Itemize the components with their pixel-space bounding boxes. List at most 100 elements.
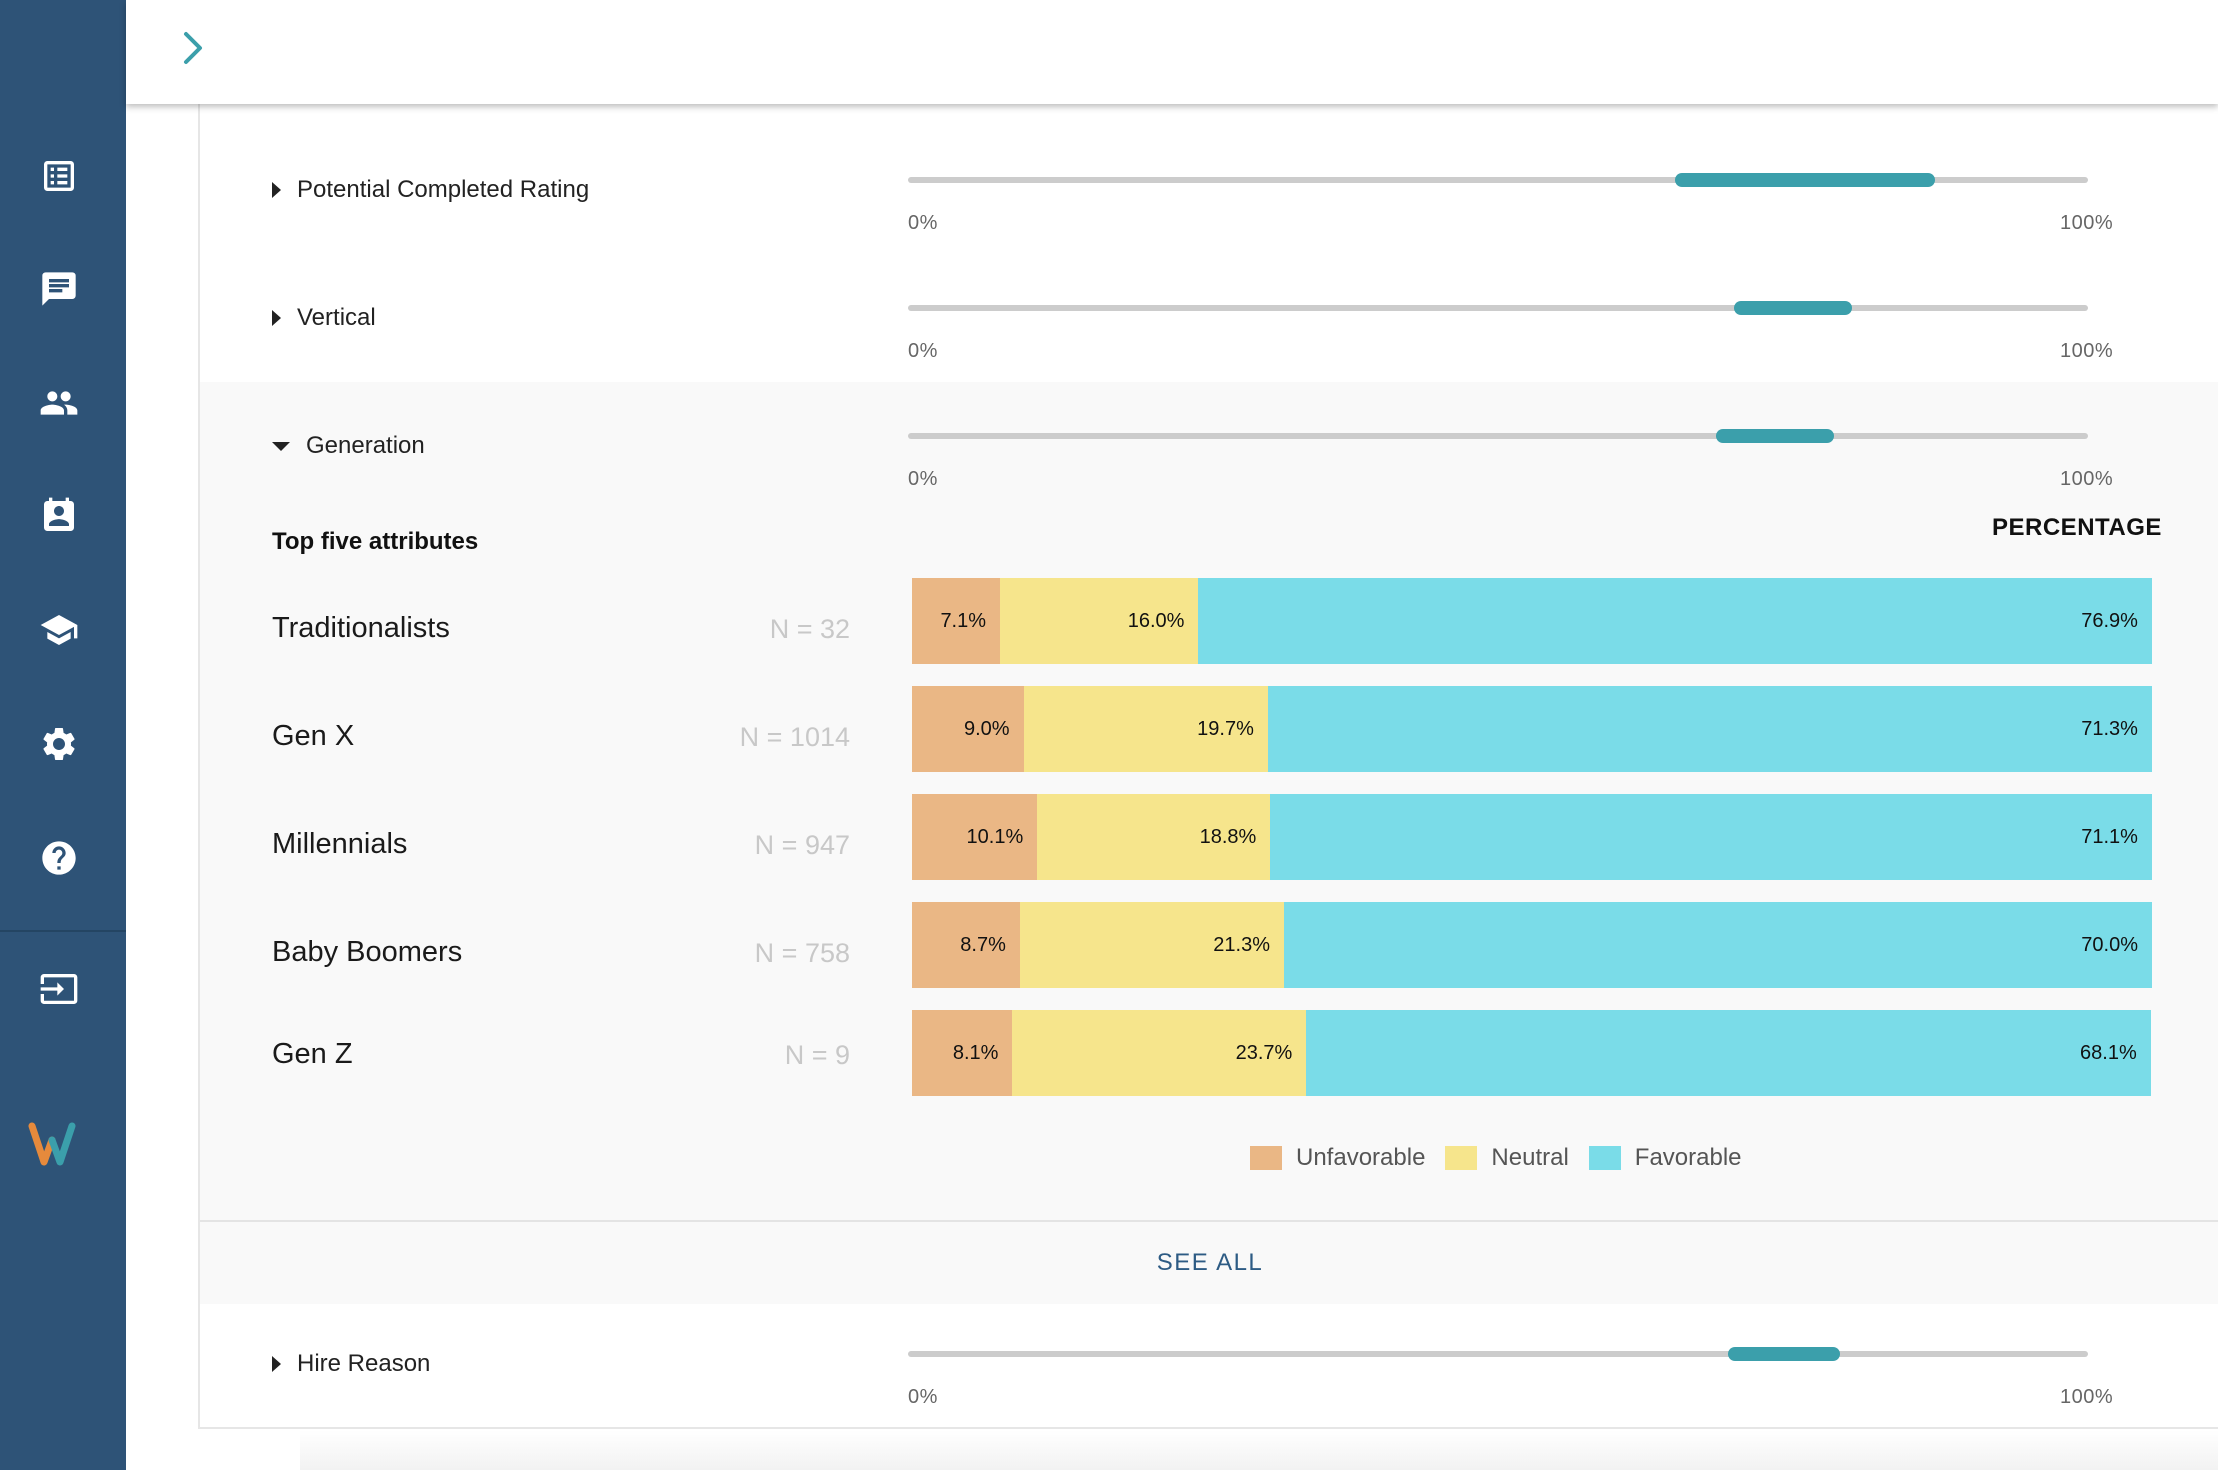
range-min-label: 0% [908,212,938,234]
data-label: 19.7% [1197,717,1254,740]
sidebar-divider [0,930,126,932]
bar-segment-favorable: 70.0% [1283,902,2152,988]
list-icon[interactable] [33,150,85,202]
range-max-label: 100% [2060,340,2114,362]
attribute-name: Traditionalists [272,612,450,644]
range-min-label: 0% [908,340,938,362]
top-bar [126,0,2218,104]
filter-label: Generation [306,432,425,459]
data-label: 21.3% [1213,933,1270,956]
stacked-bar: 8.1% 23.7% 68.1% [912,1010,2152,1096]
attribute-count: N = 32 [769,614,850,644]
chart-legend: Unfavorable Neutral Favorable [1250,1144,1762,1172]
see-all-row: SEE ALL [200,1220,2218,1304]
filter-potential-completed-rating[interactable]: Potential Completed Rating [272,176,589,204]
data-label: 10.1% [966,825,1024,848]
help-icon[interactable] [33,832,85,884]
range-max-label: 100% [2060,212,2114,234]
stacked-bar: 7.1% 16.0% 76.9% [912,578,2152,664]
bar-segment-favorable: 71.1% [1270,794,2152,880]
see-all-button[interactable]: SEE ALL [1156,1249,1264,1276]
data-label: 68.1% [2080,1041,2137,1064]
chevron-right-icon[interactable] [168,22,220,74]
range-fill[interactable] [1734,301,1852,315]
attribute-count: N = 1014 [739,722,850,752]
legend-label: Favorable [1634,1144,1742,1171]
filter-label: Potential Completed Rating [297,176,590,203]
sidebar [0,0,126,1470]
filter-label: Hire Reason [297,1350,431,1377]
data-label: 70.0% [2081,933,2138,956]
range-track [908,429,2088,443]
filter-label: Vertical [297,304,376,331]
filter-vertical[interactable]: Vertical [272,304,376,332]
data-label: 7.1% [940,609,987,632]
filters-card: Potential Completed Rating 0% 100% Verti… [198,104,2218,1429]
data-label: 76.9% [2081,609,2138,632]
legend-item-favorable: Favorable [1588,1144,1742,1172]
legend-label: Neutral [1491,1144,1569,1171]
filter-generation[interactable]: Generation [272,432,425,460]
range-min-label: 0% [908,468,938,490]
bar-segment-unfavorable: 8.7% [912,902,1020,988]
bar-segment-unfavorable: 8.1% [912,1010,1013,1096]
range-max-label: 100% [2060,1386,2114,1408]
bar-segment-favorable: 76.9% [1198,578,2152,664]
stacked-bar: 10.1% 18.8% 71.1% [912,794,2152,880]
data-label: 9.0% [964,717,1010,740]
attribute-name: Gen X [272,720,355,752]
bar-segment-unfavorable: 9.0% [912,686,1024,772]
brand-logo-icon[interactable] [28,1118,88,1170]
range-max-label: 100% [2060,468,2114,490]
bar-segment-neutral: 18.8% [1037,794,1271,880]
bar-segment-favorable: 71.3% [1267,686,2152,772]
people-icon[interactable] [33,377,85,429]
chat-icon[interactable] [33,263,85,315]
school-icon[interactable] [33,604,85,656]
bar-segment-neutral: 23.7% [1012,1010,1307,1096]
data-label: 71.1% [2081,825,2138,848]
range-fill[interactable] [1675,173,1935,187]
legend-swatch [1588,1146,1621,1170]
data-label: 23.7% [1235,1041,1293,1064]
range-track [908,301,2088,315]
attribute-name: Gen Z [272,1038,353,1070]
bar-segment-neutral: 21.3% [1019,902,1284,988]
bar-segment-neutral: 19.7% [1023,686,1268,772]
legend-swatch [1445,1146,1478,1170]
legend-label: Unfavorable [1296,1144,1426,1171]
logout-icon[interactable] [33,963,85,1015]
caret-right-icon [272,182,281,198]
data-label: 71.3% [2081,717,2138,740]
stacked-bar: 9.0% 19.7% 71.3% [912,686,2152,772]
data-label: 8.7% [960,933,1006,956]
attribute-count: N = 9 [784,1040,850,1070]
contact-card-icon[interactable] [33,490,85,542]
range-fill[interactable] [1716,429,1835,443]
caret-down-icon [272,441,290,451]
stacked-bar: 8.7% 21.3% 70.0% [912,902,2152,988]
gear-icon[interactable] [33,718,85,770]
top-five-heading: Top five attributes [272,528,479,555]
filter-hire-reason[interactable]: Hire Reason [272,1350,430,1378]
caret-right-icon [272,310,281,326]
attribute-count: N = 947 [754,830,850,860]
bar-segment-neutral: 16.0% [1000,578,1199,664]
bar-segment-unfavorable: 10.1% [912,794,1038,880]
data-label: 16.0% [1127,609,1185,632]
attribute-count: N = 758 [754,938,850,968]
percentage-heading: PERCENTAGE [1992,514,2162,541]
data-label: 8.1% [952,1041,999,1064]
legend-swatch [1250,1146,1282,1170]
bar-segment-unfavorable: 7.1% [912,578,1001,664]
range-min-label: 0% [908,1386,938,1408]
legend-item-unfavorable: Unfavorable [1250,1144,1425,1172]
legend-item-neutral: Neutral [1445,1144,1569,1172]
attribute-name: Millennials [272,828,408,860]
bar-segment-favorable: 68.1% [1306,1010,2151,1096]
caret-right-icon [272,1356,281,1372]
data-label: 18.8% [1199,825,1257,848]
range-fill[interactable] [1728,1347,1841,1361]
attribute-name: Baby Boomers [272,936,463,968]
